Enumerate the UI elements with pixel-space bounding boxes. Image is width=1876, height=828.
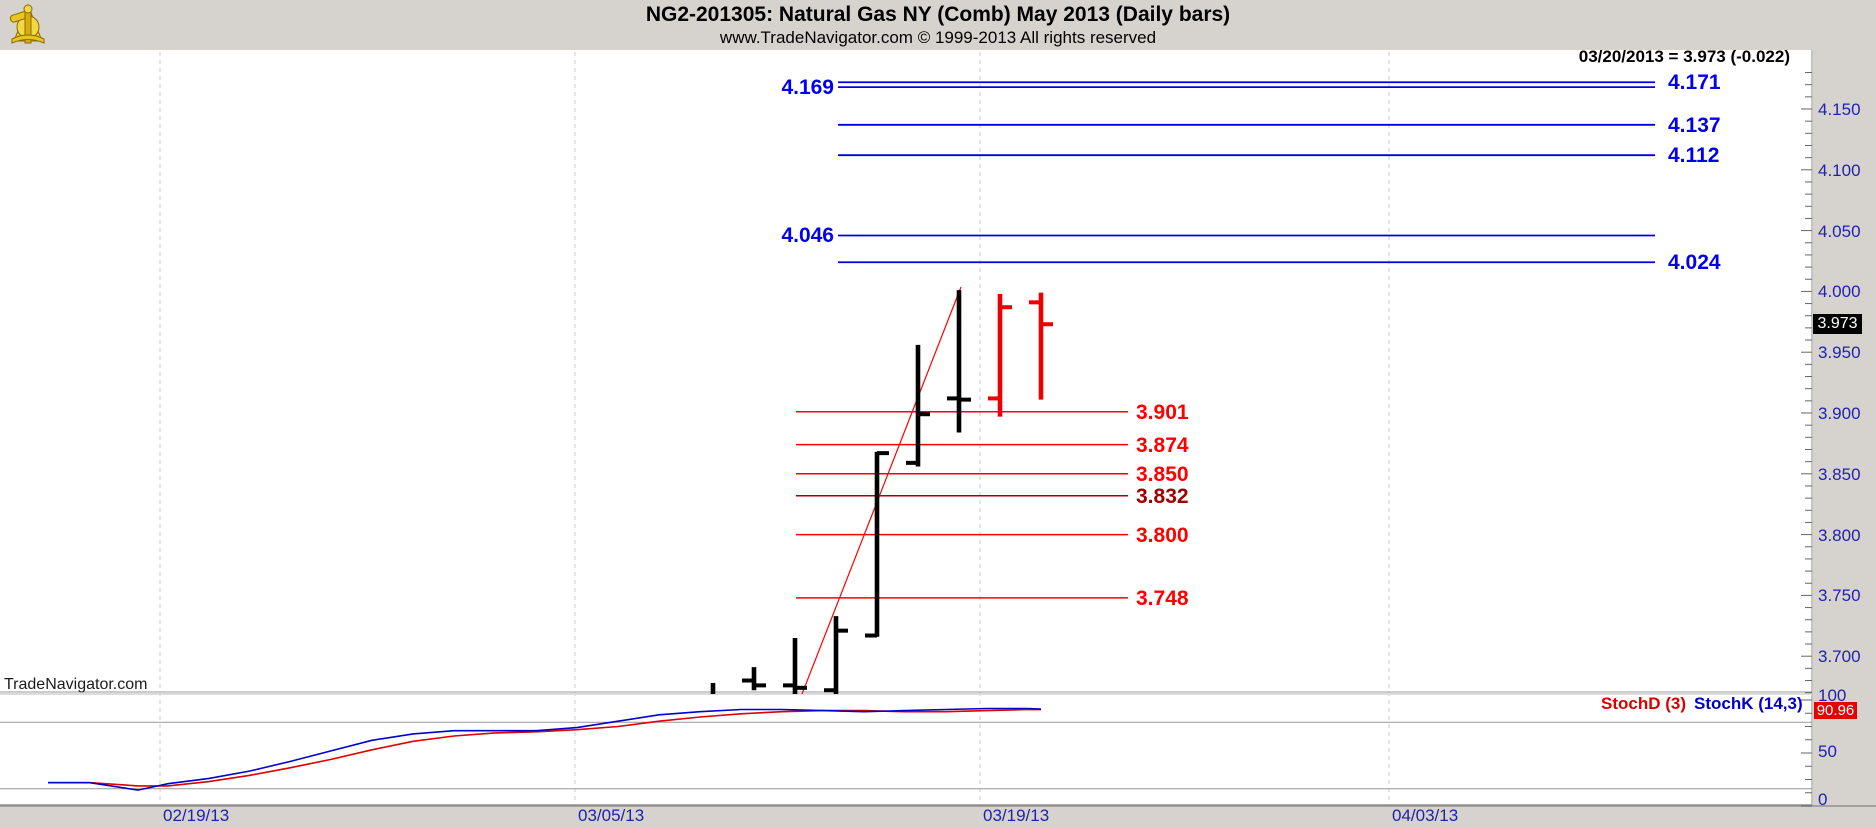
trade-navigator-logo-icon bbox=[9, 3, 45, 44]
chart-subtitle: www.TradeNavigator.com © 1999-2013 All r… bbox=[719, 28, 1157, 47]
title-bar: NG2-201305: Natural Gas NY (Comb) May 20… bbox=[0, 0, 1876, 50]
price-bars-group bbox=[710, 286, 1053, 694]
ohlc-bar bbox=[742, 667, 766, 691]
price-axis-panel bbox=[1813, 50, 1876, 806]
ohlc-bar bbox=[783, 637, 807, 694]
time-axis-panel bbox=[0, 806, 1876, 828]
ohlc-bar bbox=[947, 290, 971, 433]
trendline bbox=[801, 286, 962, 694]
ohlc-bar bbox=[865, 451, 889, 638]
stochd-line bbox=[48, 708, 1042, 787]
stochk-line bbox=[48, 707, 1042, 791]
ohlc-bar bbox=[988, 293, 1012, 417]
ohlc-bar bbox=[824, 616, 848, 694]
ohlc-bar bbox=[1029, 292, 1053, 400]
ohlc-bar bbox=[906, 344, 930, 467]
chart-title: NG2-201305: Natural Gas NY (Comb) May 20… bbox=[645, 3, 1231, 26]
